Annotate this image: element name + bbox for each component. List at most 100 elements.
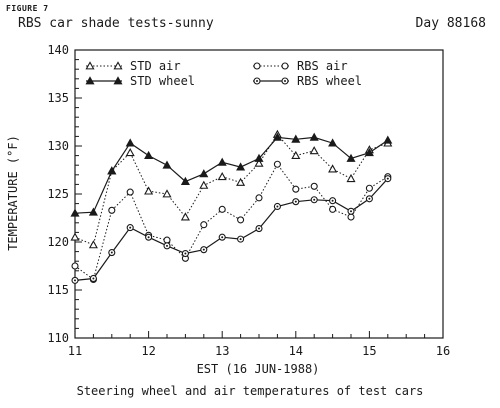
point-std-air — [162, 189, 172, 198]
point-std-wheel — [383, 135, 393, 144]
point-rbs-wheel-center — [184, 252, 187, 255]
point-std-air — [328, 164, 338, 173]
point-rbs-wheel-center — [258, 227, 260, 230]
y-tick-label: 135 — [47, 91, 69, 105]
point-rbs-wheel-center — [239, 238, 242, 241]
point-std-air — [88, 240, 98, 249]
point-std-air — [236, 177, 246, 186]
point-rbs-air — [365, 184, 373, 192]
x-tick-label: 12 — [141, 344, 155, 358]
x-tick-label: 15 — [362, 344, 376, 358]
y-axis-title: TEMPERATURE (°F) — [6, 135, 20, 251]
legend-marker-rbs-air — [281, 62, 289, 70]
series-line-rbs-wheel — [74, 178, 389, 281]
point-std-wheel — [254, 153, 264, 162]
point-rbs-wheel-center — [313, 198, 316, 201]
point-rbs-air — [218, 205, 226, 213]
point-rbs-air — [237, 216, 245, 224]
chart-title: RBS car shade tests-sunny — [18, 16, 214, 31]
series-markers — [70, 129, 393, 284]
day-label: Day 88168 — [415, 16, 486, 31]
point-std-wheel — [180, 176, 190, 185]
point-rbs-air — [255, 194, 263, 202]
point-std-wheel — [125, 138, 135, 147]
point-std-wheel — [328, 138, 338, 147]
point-std-wheel — [272, 132, 282, 141]
point-rbs-air — [292, 185, 300, 193]
point-std-wheel — [107, 166, 117, 175]
series-line-std-air — [74, 133, 388, 246]
legend-label-rbs-wheel: RBS wheel — [297, 74, 362, 88]
legend-marker-std-wheel — [85, 76, 95, 85]
point-std-wheel — [88, 207, 98, 216]
point-std-air — [144, 186, 154, 195]
series-line-rbs-air — [74, 163, 389, 281]
point-rbs-wheel-center — [147, 236, 150, 239]
legend-marker-rbs-wheel-center — [284, 80, 286, 82]
y-tick-label: 140 — [47, 43, 69, 57]
axes: 11 12 13 14 15 16 110 115 120 125 130 135 140 — [47, 43, 450, 358]
legend-label-rbs-air: RBS air — [297, 59, 348, 73]
point-rbs-wheel-center — [276, 205, 279, 208]
point-rbs-wheel-center — [166, 244, 168, 247]
point-rbs-air — [200, 221, 208, 229]
point-std-air — [180, 212, 190, 221]
point-std-wheel — [162, 160, 172, 169]
point-std-air — [70, 232, 80, 241]
point-rbs-wheel-center — [74, 279, 76, 282]
point-rbs-air — [310, 182, 318, 190]
point-std-wheel — [217, 157, 227, 166]
point-rbs-wheel-center — [110, 251, 113, 254]
x-tick-label: 14 — [289, 344, 303, 358]
point-rbs-wheel-center — [331, 199, 334, 202]
point-std-wheel — [291, 134, 301, 143]
legend-label-std-air: STD air — [130, 59, 181, 73]
series-lines — [74, 133, 389, 281]
point-rbs-air — [71, 262, 79, 270]
point-rbs-air — [273, 160, 281, 168]
point-std-wheel — [236, 162, 246, 171]
y-tick-label: 115 — [47, 283, 69, 297]
point-std-air — [346, 173, 356, 183]
point-std-wheel — [70, 208, 80, 217]
y-tick-label: 125 — [47, 187, 69, 201]
point-rbs-air — [329, 205, 337, 213]
point-std-air — [125, 147, 135, 157]
point-rbs-air — [108, 206, 116, 214]
point-rbs-air — [347, 213, 355, 221]
point-rbs-wheel-center — [350, 210, 352, 213]
figure-label: FIGURE 7 — [6, 4, 49, 13]
legend-label-std-wheel: STD wheel — [130, 74, 195, 88]
point-rbs-wheel-center — [368, 197, 371, 200]
point-rbs-air — [163, 236, 171, 244]
point-std-wheel — [199, 169, 209, 178]
y-tick-label: 120 — [47, 235, 69, 249]
point-rbs-wheel-center — [386, 177, 389, 180]
point-std-wheel — [309, 132, 319, 141]
x-tick-label: 11 — [68, 344, 82, 358]
point-std-air — [199, 180, 209, 189]
x-tick-label: 16 — [436, 344, 450, 358]
x-axis-title: EST (16 JUN-1988) — [197, 362, 320, 376]
point-std-air — [291, 150, 301, 160]
legend-marker-std-wheel — [113, 76, 123, 85]
point-std-wheel — [346, 153, 356, 162]
point-std-air — [309, 146, 319, 155]
legend-marker-std-air — [113, 61, 123, 70]
point-std-wheel — [144, 150, 154, 160]
point-std-air — [217, 171, 227, 181]
series-line-std-wheel — [74, 136, 389, 214]
x-tick-label: 13 — [215, 344, 229, 358]
point-rbs-wheel-center — [129, 226, 132, 229]
point-rbs-air — [126, 188, 134, 196]
point-rbs-wheel-center — [221, 236, 224, 239]
point-rbs-wheel-center — [92, 277, 95, 280]
legend-marker-rbs-air — [253, 62, 261, 70]
legend-marker-rbs-wheel-center — [256, 80, 258, 82]
figure-caption: Steering wheel and air temperatures of t… — [76, 384, 424, 398]
point-rbs-wheel-center — [202, 248, 205, 251]
y-tick-label: 110 — [47, 331, 69, 345]
point-std-wheel — [364, 147, 374, 157]
